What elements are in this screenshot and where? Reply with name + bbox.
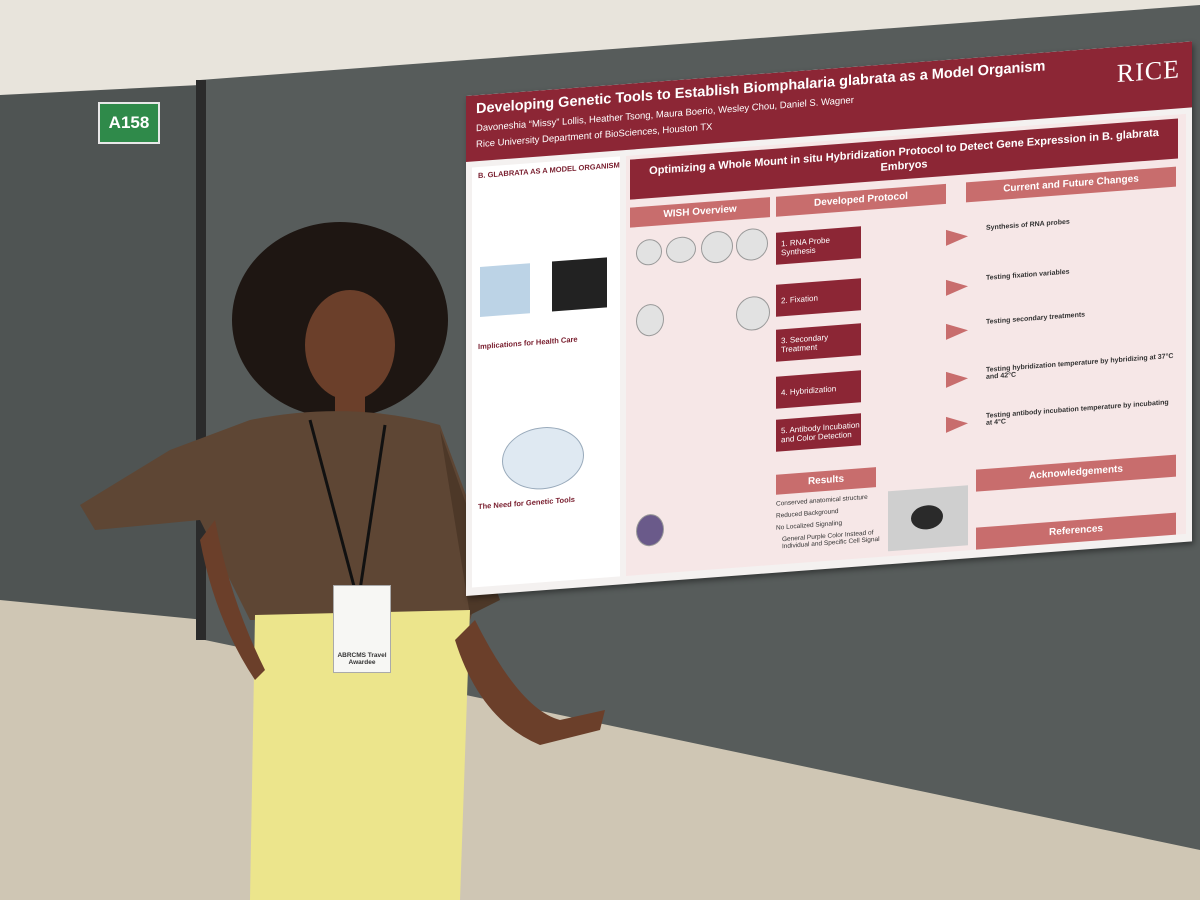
poster: Developing Genetic Tools to Establish Bi…: [466, 41, 1192, 596]
logo: RICE: [1116, 54, 1180, 89]
protocol-step: 3. Secondary Treatment: [776, 323, 861, 362]
embryo: [701, 229, 733, 265]
result-item: General Purple Color Instead of Individu…: [782, 529, 880, 551]
section-header: Results: [776, 467, 876, 495]
section-header: Developed Protocol: [776, 183, 946, 217]
change-item: Synthesis of RNA probes: [986, 218, 1070, 232]
change-item: Testing hybridization temperature by hyb…: [986, 352, 1174, 381]
side-board: [0, 85, 205, 620]
main-area: Optimizing a Whole Mount in situ Hybridi…: [626, 113, 1186, 576]
embryo: [636, 238, 662, 267]
embryo: [636, 303, 664, 338]
arrow: [946, 228, 968, 246]
heading: B. GLABRATA AS A MODEL ORGANISM: [478, 160, 620, 181]
change-item: Testing fixation variables: [986, 268, 1070, 282]
badge-text: ABRCMS Travel Awardee: [337, 652, 387, 666]
protocol-step: 2. Fixation: [776, 278, 861, 317]
diagram: [502, 424, 584, 493]
image: [552, 257, 607, 312]
embryo: [636, 513, 664, 548]
protocol-step: 5. Antibody Incubation and Color Detecti…: [776, 413, 861, 452]
image: [480, 263, 530, 317]
change-item: Testing secondary treatments: [986, 311, 1086, 326]
arrow: [946, 322, 968, 340]
embryo: [736, 295, 770, 332]
protocol-step: 1. RNA Probe Synthesis: [776, 226, 861, 265]
left-column: B. GLABRATA AS A MODEL ORGANISM Implicat…: [472, 156, 620, 588]
embryo: [666, 235, 696, 264]
name-badge: ABRCMS Travel Awardee: [333, 585, 391, 673]
arrow: [946, 370, 968, 388]
embryo: [736, 227, 768, 262]
section-header: Acknowledgements: [976, 454, 1176, 492]
arrow: [946, 415, 968, 433]
heading: The Need for Genetic Tools: [478, 494, 575, 512]
arrow: [946, 278, 968, 296]
board-frame: [196, 80, 206, 640]
section-header: References: [976, 512, 1176, 550]
section-header: WISH Overview: [630, 197, 770, 228]
protocol-step: 4. Hybridization: [776, 370, 861, 409]
booth-sign: A158: [98, 102, 160, 144]
heading: Implications for Health Care: [478, 334, 578, 352]
change-item: Testing antibody incubation temperature …: [986, 399, 1169, 427]
